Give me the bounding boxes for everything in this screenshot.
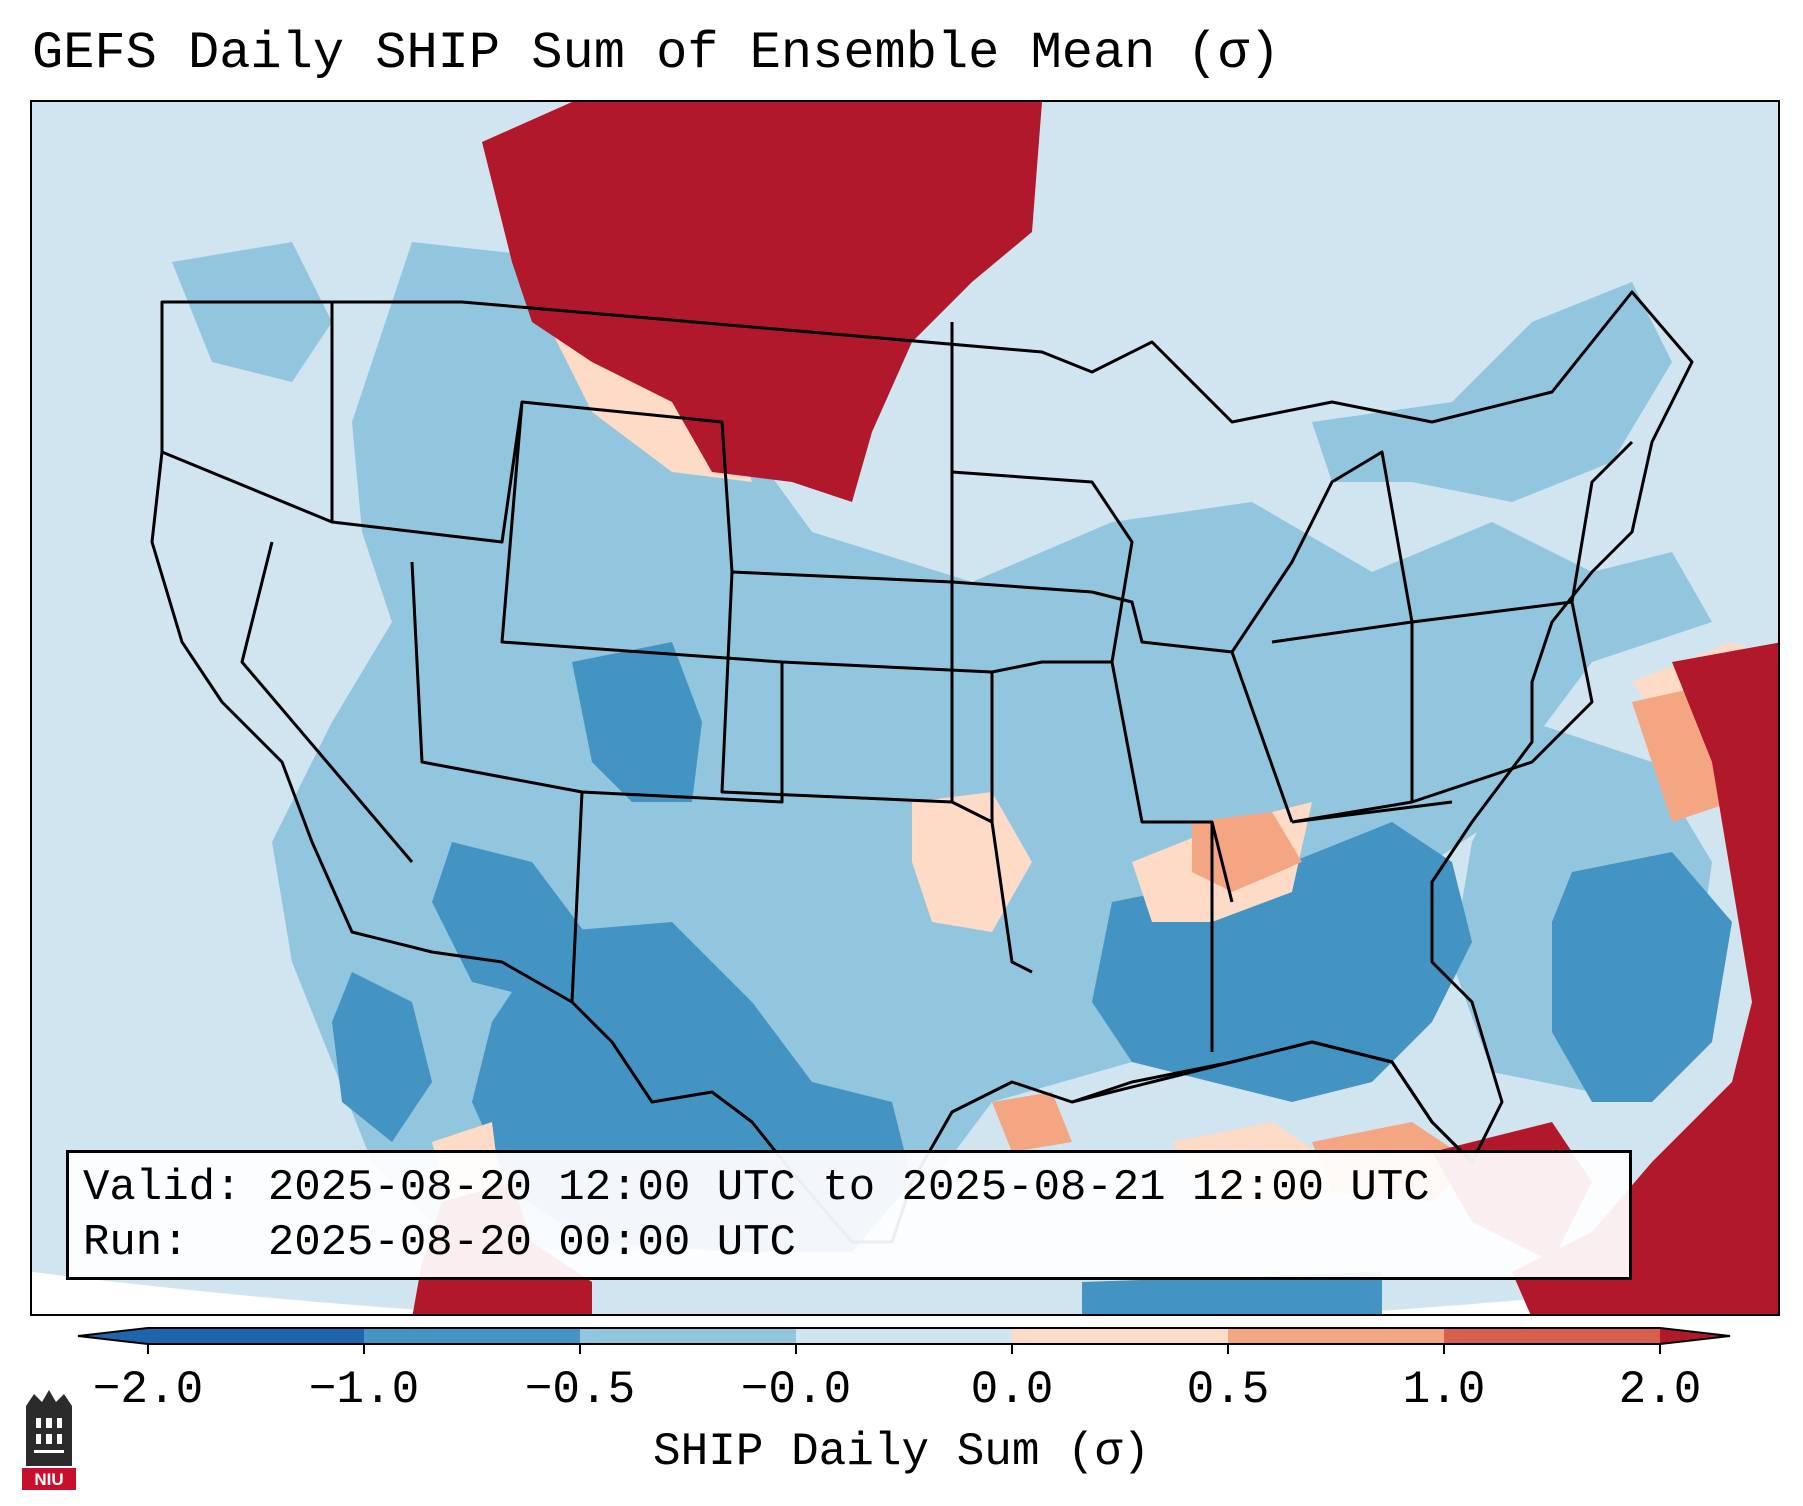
colorbar-tick-label: 2.0 [1618, 1364, 1702, 1416]
colorbar-segment [580, 1328, 797, 1344]
niu-logo: NIU [22, 1390, 76, 1490]
colorbar-segment [1228, 1328, 1445, 1344]
chart-title: GEFS Daily SHIP Sum of Ensemble Mean (σ) [32, 24, 1281, 83]
political-boundaries [150, 290, 1694, 1244]
colorbar-tick-label: −2.0 [92, 1364, 204, 1416]
colorbar-tick-label: 0.5 [1186, 1364, 1270, 1416]
colorbar-segment [1444, 1328, 1661, 1344]
valid-time-range: 2025-08-20 12:00 UTC to 2025-08-21 12:00… [267, 1163, 1430, 1213]
state-lines-east [1230, 440, 1634, 804]
colorbar-extend-max [1660, 1328, 1730, 1344]
colorbar-label: SHIP Daily Sum (σ) [653, 1426, 1150, 1478]
state-lines-west [161, 302, 994, 1003]
ship-anomaly-map [32, 102, 1778, 1314]
colorbar-tick-label: −1.0 [308, 1364, 420, 1416]
colorbar-tick-label: 1.0 [1402, 1364, 1486, 1416]
colorbar-segment [148, 1328, 365, 1344]
niu-logo-text: NIU [34, 1470, 63, 1489]
coastline-gulf [1071, 1040, 1474, 1164]
colorbar-segment [796, 1328, 1013, 1344]
valid-label: Valid: [83, 1163, 242, 1213]
map-panel [30, 100, 1780, 1316]
valid-run-info-box: Valid: 2025-08-20 12:00 UTC to 2025-08-2… [66, 1150, 1632, 1280]
state-lines-central [950, 322, 1453, 1052]
colorbar-tick-label: −0.0 [740, 1364, 852, 1416]
colorbar-segment [364, 1328, 581, 1344]
colorbar-segment [1012, 1328, 1229, 1344]
colorbar-extend-min [78, 1328, 148, 1344]
colorbar-tick-label: −0.5 [524, 1364, 636, 1416]
colorbar [77, 1327, 1731, 1354]
colorbar-tick-label: 0.0 [970, 1364, 1054, 1416]
run-time: 2025-08-20 00:00 UTC [267, 1218, 796, 1268]
run-label: Run: [83, 1218, 189, 1268]
